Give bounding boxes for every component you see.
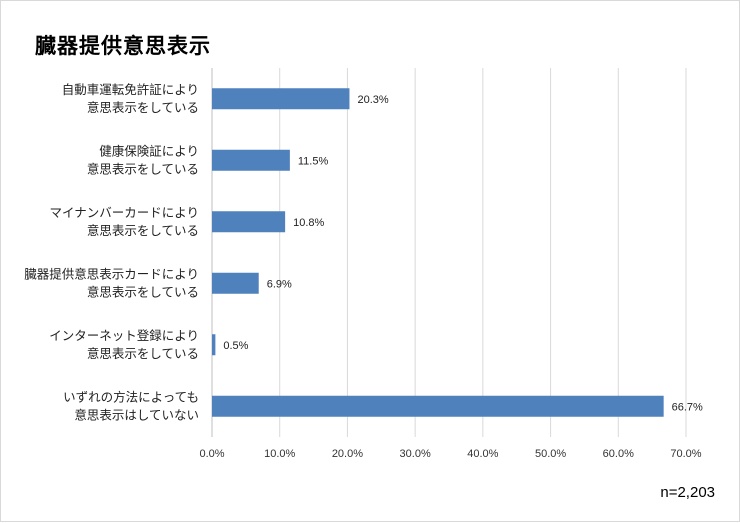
category-label: 自動車運転免許証により <box>62 82 199 97</box>
category-label: 意思表示をしている <box>87 284 199 299</box>
x-tick-label: 30.0% <box>400 448 431 460</box>
category-label: 健康保険証により <box>99 143 199 158</box>
bar <box>212 88 350 110</box>
data-label: 66.7% <box>672 401 703 413</box>
x-tick-label: 40.0% <box>467 448 498 460</box>
bars <box>212 88 664 417</box>
category-label: 臓器提供意思表示カードにより <box>24 266 199 281</box>
bar <box>212 211 286 233</box>
category-label: 意思表示をしている <box>87 100 199 115</box>
data-label: 0.5% <box>223 340 248 352</box>
x-tick-label: 70.0% <box>670 448 701 460</box>
chart-title: 臓器提供意思表示 <box>35 34 211 58</box>
category-label: マイナンバーカードにより <box>49 205 199 220</box>
x-tick-label: 50.0% <box>535 448 566 460</box>
sample-size-note: n=2,203 <box>660 484 715 501</box>
x-tick-labels: 0.0% 10.0% 20.0% 30.0% 40.0% 50.0% 60.0% 70.0% <box>199 448 701 460</box>
bar <box>212 334 216 356</box>
category-label: 意思表示はしていない <box>74 407 199 422</box>
x-tick-label: 20.0% <box>332 448 363 460</box>
category-label: 意思表示をしている <box>87 346 199 361</box>
data-labels: 20.3% 11.5% 10.8% 6.9% 0.5% 66.7% <box>223 94 703 414</box>
bar <box>212 149 290 171</box>
category-label: いずれの方法によっても <box>63 389 199 404</box>
data-label: 10.8% <box>293 217 324 229</box>
category-label: インターネット登録により <box>49 328 199 343</box>
category-labels: 自動車運転免許証により意思表示をしている健康保険証により意思表示をしているマイナ… <box>24 82 199 423</box>
data-label: 11.5% <box>298 155 329 167</box>
bar <box>212 272 259 294</box>
data-label: 6.9% <box>267 278 292 290</box>
x-tick-label: 0.0% <box>199 448 224 460</box>
category-label: 意思表示をしている <box>87 161 199 176</box>
data-label: 20.3% <box>357 94 388 106</box>
x-tick-label: 60.0% <box>603 448 634 460</box>
x-tick-label: 10.0% <box>264 448 295 460</box>
bar <box>212 395 664 417</box>
category-label: 意思表示をしている <box>87 223 199 238</box>
gridlines <box>211 68 687 437</box>
